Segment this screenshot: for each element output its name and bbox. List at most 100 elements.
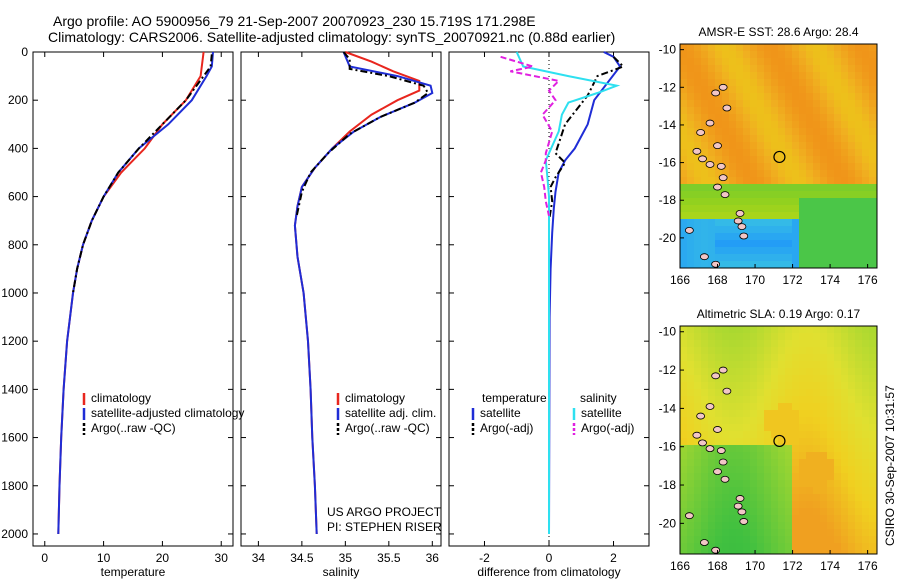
- sla-map-cell: [722, 550, 730, 555]
- sla-map-cell: [862, 445, 870, 453]
- sst-map-cell: [687, 44, 695, 52]
- sla-map-cell: [855, 529, 863, 537]
- sst-map-cell: [701, 142, 709, 150]
- sst-map-cell: [820, 100, 828, 108]
- sla-map-cell: [680, 501, 688, 509]
- sla-map-cell: [792, 333, 800, 341]
- sla-map-cell: [792, 466, 800, 474]
- sst-map-cell: [827, 100, 835, 108]
- sst-map-cell: [834, 170, 842, 178]
- sst-map-cell: [848, 254, 856, 262]
- sla-map-cell: [778, 424, 786, 432]
- sst-map-cell: [729, 72, 737, 80]
- depth-tick-label: 400: [8, 141, 28, 155]
- sla-map-cell: [722, 340, 730, 348]
- sst-map-cell: [778, 177, 786, 185]
- sst-map-cell: [813, 198, 821, 206]
- sla-map-cell: [827, 438, 835, 446]
- sla-map-cell: [799, 375, 807, 383]
- sla-map-cell: [813, 466, 821, 474]
- sla-map-cell: [792, 536, 800, 544]
- sst-map-cell: [792, 163, 800, 171]
- sla-map-cell: [799, 347, 807, 355]
- sst-map-cell: [708, 65, 716, 73]
- sla-map-cell: [680, 389, 688, 397]
- sla-map-cell: [750, 529, 758, 537]
- sst-map-cell: [764, 205, 772, 213]
- sla-map-cell: [757, 466, 765, 474]
- difference-xtick-label: 2: [610, 551, 617, 565]
- sla-map-cell: [680, 361, 688, 369]
- sst-map-cell: [708, 177, 716, 185]
- sst-map-cell: [750, 149, 758, 157]
- sla-map-cell: [694, 529, 702, 537]
- sla-map-cell: [785, 536, 793, 544]
- sst-map-cell: [694, 142, 702, 150]
- sla-map-cell: [764, 529, 772, 537]
- sst-map-cell: [708, 114, 716, 122]
- sla-map-cell: [862, 452, 870, 460]
- sst-map-cell: [841, 79, 849, 87]
- sst-map-cell: [736, 58, 744, 66]
- sst-map-cell: [778, 261, 786, 269]
- sst-map-cell: [715, 240, 723, 248]
- sla-map-cell: [834, 368, 842, 376]
- sst-map-cell: [750, 142, 758, 150]
- sst-map-cell: [715, 177, 723, 185]
- sla-map-cell: [813, 522, 821, 530]
- depth-tick-label: 600: [8, 190, 28, 204]
- sla-map-cell: [687, 333, 695, 341]
- sst-map-cell: [743, 51, 751, 59]
- sla-map-cell: [708, 473, 716, 481]
- sla-map-cell: [813, 508, 821, 516]
- sst-map-cell: [862, 107, 870, 115]
- sla-map-cell: [869, 473, 877, 481]
- sla-map-cell: [827, 368, 835, 376]
- sst-map-cell: [764, 247, 772, 255]
- sst-map-cell: [743, 135, 751, 143]
- sst-map-cell: [736, 121, 744, 129]
- sla-map-cell: [848, 382, 856, 390]
- sst-map-cell: [771, 184, 779, 192]
- difference-xtick-label: -2: [479, 551, 490, 565]
- sla-map-cell: [785, 375, 793, 383]
- sla-map-cell: [750, 550, 758, 555]
- sla-map-cell: [841, 361, 849, 369]
- sst-map-cell: [764, 261, 772, 269]
- sst-map-cell: [680, 191, 688, 199]
- sla-map-cell: [806, 487, 814, 495]
- sst-map-cell: [701, 72, 709, 80]
- sla-map-cell: [855, 543, 863, 551]
- sst-map-cell: [736, 44, 744, 52]
- sla-map-cell: [715, 529, 723, 537]
- sst-map-xtick-label: 166: [670, 273, 690, 287]
- sla-map-cell: [729, 417, 737, 425]
- sla-map-cell: [701, 445, 709, 453]
- sst-map-cell: [855, 198, 863, 206]
- sst-map-cell: [785, 177, 793, 185]
- sla-map-cell: [778, 340, 786, 348]
- sla-map-cell: [694, 340, 702, 348]
- sst-map-cell: [785, 254, 793, 262]
- sla-map-cell: [750, 389, 758, 397]
- sst-map-cell: [771, 163, 779, 171]
- sst-map-cell: [862, 247, 870, 255]
- sst-map-cell: [834, 219, 842, 227]
- sst-map-cell: [827, 51, 835, 59]
- sla-map-cell: [729, 480, 737, 488]
- sla-map-cell: [778, 522, 786, 530]
- sst-map-cell: [701, 65, 709, 73]
- sla-map-cell: [687, 543, 695, 551]
- sla-map-cell: [771, 382, 779, 390]
- sla-map-cell: [750, 431, 758, 439]
- sst-map-title: AMSR-E SST: 28.6 Argo: 28.4: [698, 25, 858, 39]
- sla-map-cell: [792, 354, 800, 362]
- sst-map-cell: [799, 149, 807, 157]
- sla-map-cell: [715, 375, 723, 383]
- sla-map-cell: [869, 522, 877, 530]
- sla-map-xtick-label: 174: [820, 559, 840, 573]
- sla-map-island: [716, 447, 726, 454]
- sst-map-cell: [729, 100, 737, 108]
- sst-map-cell: [694, 107, 702, 115]
- sla-map-cell: [680, 522, 688, 530]
